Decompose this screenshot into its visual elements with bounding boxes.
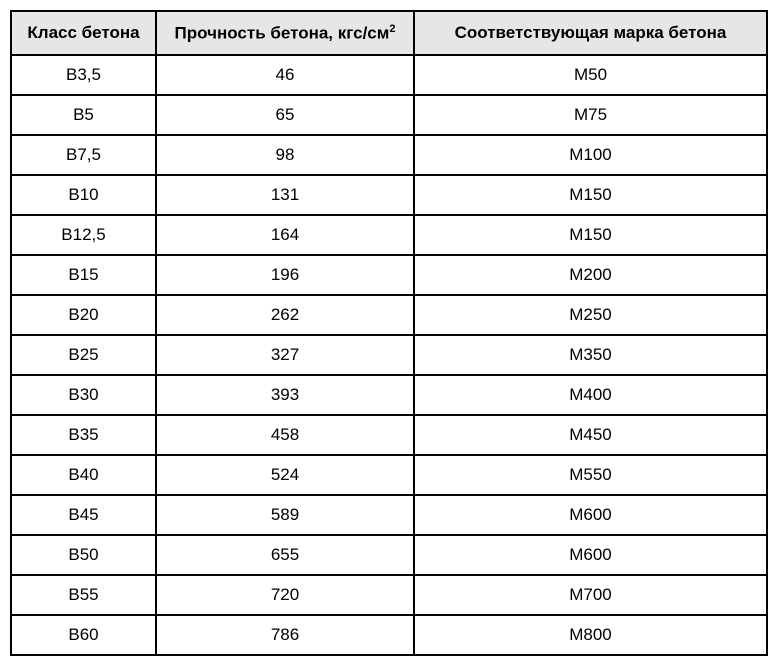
cell-class: В45 [11, 495, 156, 535]
table-row: В50 655 М600 [11, 535, 767, 575]
cell-strength: 655 [156, 535, 414, 575]
cell-class: В20 [11, 295, 156, 335]
col-header-strength: Прочность бетона, кгс/см2 [156, 11, 414, 55]
table-row: В45 589 М600 [11, 495, 767, 535]
cell-strength: 720 [156, 575, 414, 615]
cell-class: В50 [11, 535, 156, 575]
table-row: В7,5 98 М100 [11, 135, 767, 175]
header-row: Класс бетона Прочность бетона, кгс/см2 С… [11, 11, 767, 55]
col-header-strength-sup: 2 [389, 23, 395, 35]
cell-class: В60 [11, 615, 156, 655]
col-header-grade: Соответствующая марка бетона [414, 11, 767, 55]
cell-strength: 786 [156, 615, 414, 655]
cell-grade: М200 [414, 255, 767, 295]
cell-class: В30 [11, 375, 156, 415]
table-row: В60 786 М800 [11, 615, 767, 655]
table-row: В3,5 46 М50 [11, 55, 767, 95]
col-header-strength-text: Прочность бетона, кгс/см [175, 23, 390, 42]
cell-class: В7,5 [11, 135, 156, 175]
cell-strength: 65 [156, 95, 414, 135]
cell-strength: 196 [156, 255, 414, 295]
cell-strength: 262 [156, 295, 414, 335]
cell-grade: М75 [414, 95, 767, 135]
col-header-class: Класс бетона [11, 11, 156, 55]
table-row: В12,5 164 М150 [11, 215, 767, 255]
cell-class: В15 [11, 255, 156, 295]
cell-grade: М700 [414, 575, 767, 615]
cell-class: В35 [11, 415, 156, 455]
table-body: В3,5 46 М50 В5 65 М75 В7,5 98 М100 В10 1… [11, 55, 767, 655]
cell-class: В3,5 [11, 55, 156, 95]
cell-strength: 98 [156, 135, 414, 175]
concrete-grade-table: Класс бетона Прочность бетона, кгс/см2 С… [10, 10, 768, 656]
table-row: В10 131 М150 [11, 175, 767, 215]
table-row: В30 393 М400 [11, 375, 767, 415]
cell-class: В25 [11, 335, 156, 375]
table-row: В40 524 М550 [11, 455, 767, 495]
cell-grade: М550 [414, 455, 767, 495]
cell-strength: 458 [156, 415, 414, 455]
cell-grade: М350 [414, 335, 767, 375]
cell-grade: М800 [414, 615, 767, 655]
cell-strength: 46 [156, 55, 414, 95]
cell-strength: 589 [156, 495, 414, 535]
cell-grade: М600 [414, 495, 767, 535]
table-header: Класс бетона Прочность бетона, кгс/см2 С… [11, 11, 767, 55]
cell-class: В5 [11, 95, 156, 135]
cell-class: В12,5 [11, 215, 156, 255]
cell-grade: М450 [414, 415, 767, 455]
cell-strength: 524 [156, 455, 414, 495]
cell-grade: М100 [414, 135, 767, 175]
cell-strength: 131 [156, 175, 414, 215]
table-row: В5 65 М75 [11, 95, 767, 135]
cell-grade: М50 [414, 55, 767, 95]
cell-grade: М250 [414, 295, 767, 335]
cell-grade: М150 [414, 215, 767, 255]
cell-strength: 327 [156, 335, 414, 375]
table-row: В15 196 М200 [11, 255, 767, 295]
table-row: В25 327 М350 [11, 335, 767, 375]
cell-class: В40 [11, 455, 156, 495]
cell-grade: М150 [414, 175, 767, 215]
table-row: В55 720 М700 [11, 575, 767, 615]
cell-class: В55 [11, 575, 156, 615]
cell-grade: М600 [414, 535, 767, 575]
cell-strength: 393 [156, 375, 414, 415]
table-row: В35 458 М450 [11, 415, 767, 455]
cell-strength: 164 [156, 215, 414, 255]
cell-class: В10 [11, 175, 156, 215]
table-row: В20 262 М250 [11, 295, 767, 335]
cell-grade: М400 [414, 375, 767, 415]
